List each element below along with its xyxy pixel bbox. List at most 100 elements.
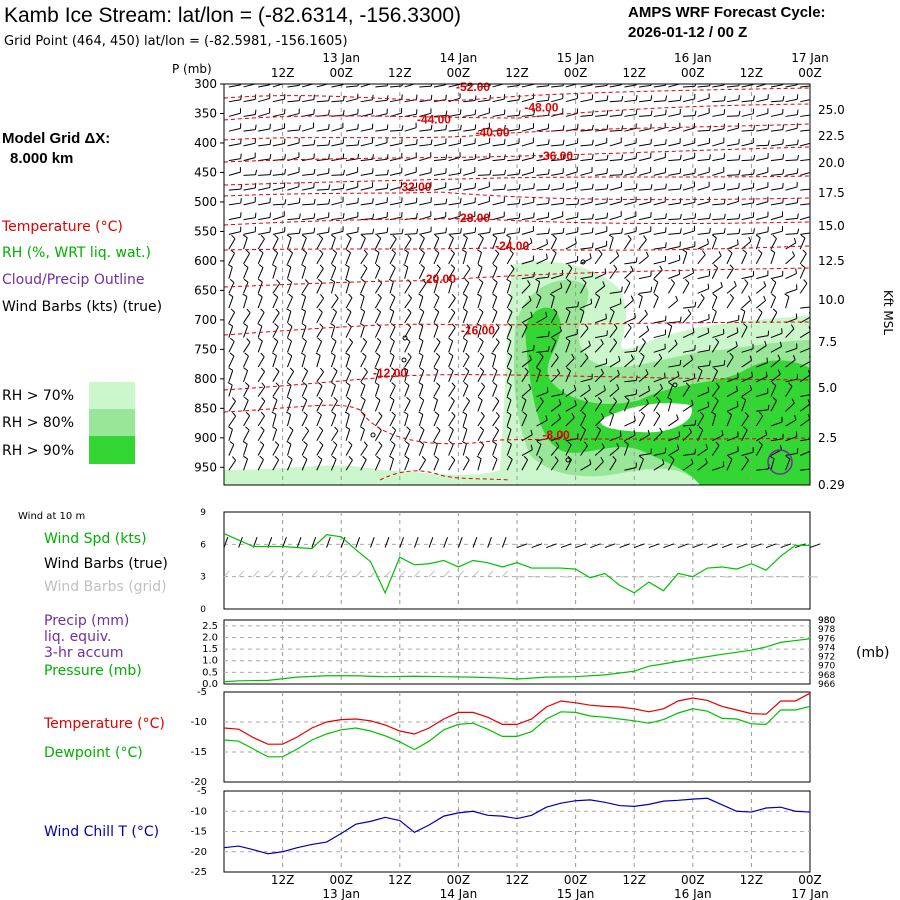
wind-barb xyxy=(551,187,564,191)
wind-barb xyxy=(668,448,679,456)
wind-barb-feather xyxy=(286,396,292,401)
wind-barb xyxy=(257,459,264,471)
pressure-tick: 500 xyxy=(194,195,217,209)
wind-barb xyxy=(624,142,637,147)
wind-barb-feather xyxy=(273,337,279,342)
wind-barb-feather xyxy=(331,264,337,268)
wind-barb-feather xyxy=(434,293,440,298)
wind-barb-feather xyxy=(589,253,592,259)
wind-barb xyxy=(243,385,250,397)
wind-barb-feather xyxy=(313,199,316,205)
wind-barb xyxy=(287,311,292,323)
wind-barb xyxy=(536,444,542,456)
wind-barb-feather xyxy=(624,396,630,401)
wind-barb-feather xyxy=(374,381,380,386)
wind-barb xyxy=(638,313,648,324)
wind-barb xyxy=(360,311,366,323)
wind-barb xyxy=(785,347,798,353)
wind-barb-feather xyxy=(287,337,292,342)
wind-barb-feather xyxy=(288,293,293,298)
wind-barb xyxy=(433,142,446,147)
wind-barb xyxy=(638,216,651,221)
wind-barb xyxy=(404,252,409,265)
wind-barb-feather xyxy=(635,109,638,115)
wind-barb xyxy=(507,188,520,191)
wind-barb xyxy=(331,188,344,191)
wind-barb-feather xyxy=(418,293,424,298)
wind-barb-feather xyxy=(658,353,663,359)
wind-barb xyxy=(756,362,768,368)
wind-barb xyxy=(653,269,663,279)
wind-barb-feather xyxy=(360,396,366,401)
surface-barb-true xyxy=(443,537,448,548)
wind-barb-feather xyxy=(230,308,235,313)
legend-wind-barbs: Wind Barbs (kts) (true) xyxy=(2,299,162,315)
wind-barb-feather xyxy=(545,253,548,259)
wind-barb xyxy=(594,245,607,250)
wind-barb xyxy=(580,445,588,456)
wind-barb xyxy=(404,187,417,191)
wind-barb xyxy=(755,444,763,456)
wind-barb xyxy=(360,253,368,265)
wind-barb xyxy=(770,202,783,206)
wind-barb-feather xyxy=(621,154,624,160)
wind-barb xyxy=(580,415,587,427)
wind-barb-feather xyxy=(229,278,235,283)
wind-barb-feather xyxy=(462,308,468,312)
wind-barb-feather xyxy=(303,367,308,372)
wind-barb xyxy=(506,237,511,250)
wind-barb xyxy=(785,98,798,103)
wind-barb xyxy=(682,378,695,383)
wind-barb xyxy=(462,327,471,338)
wind-barb-feather xyxy=(363,367,368,373)
wind-barb-feather xyxy=(287,323,293,327)
wind-barb-feather xyxy=(518,84,520,86)
wind-barb xyxy=(272,414,277,427)
wind-barb-feather xyxy=(656,397,661,402)
wind-barb-feather xyxy=(362,352,367,357)
wind-barb xyxy=(243,443,248,456)
wind-barb xyxy=(668,300,678,309)
wind-barb xyxy=(580,171,593,176)
wind-barb-feather xyxy=(506,411,512,416)
wind-barb-feather xyxy=(229,352,235,357)
wind-barb-feather xyxy=(718,251,722,256)
wind-barb-feather xyxy=(675,295,679,301)
wind-barb-feather xyxy=(812,434,813,439)
wind-barb-feather xyxy=(595,293,600,298)
pressure-tick: 400 xyxy=(194,136,217,150)
wind-barb-feather xyxy=(600,413,605,418)
wind-barb xyxy=(595,129,608,132)
wind-barb-feather xyxy=(303,411,308,416)
wind-barb-feather xyxy=(685,382,690,387)
wind-barb-feather xyxy=(650,138,652,144)
wind-barb xyxy=(477,127,490,132)
wind-barb-feather xyxy=(271,352,277,357)
wind-barb xyxy=(228,99,241,103)
surface-barb-true xyxy=(780,543,792,549)
wind-barb xyxy=(653,100,666,103)
wind-barb xyxy=(316,188,329,191)
wind-barb-feather xyxy=(566,367,571,372)
wind-barb xyxy=(257,325,263,338)
wind-barb-feather xyxy=(298,228,301,234)
pressure-tick: 450 xyxy=(194,165,217,179)
wind-barb xyxy=(653,348,666,353)
wind-barb xyxy=(448,370,454,382)
wind-barb xyxy=(404,400,411,412)
surface-barb-grid xyxy=(252,570,260,578)
wind-barb xyxy=(595,99,608,103)
wind-barb-feather xyxy=(665,109,667,115)
wind-barb xyxy=(594,343,604,353)
wind-barb xyxy=(463,158,476,162)
wind-barb-feather xyxy=(653,278,659,283)
wind-barb xyxy=(697,462,708,471)
wind-barb xyxy=(258,231,271,235)
wind-barb xyxy=(331,174,344,176)
wind-barb-feather xyxy=(407,294,412,299)
wind-barb-feather xyxy=(389,455,394,460)
legend-pressure: Pressure (mb) xyxy=(44,663,142,679)
wind-barb-feather xyxy=(313,213,316,219)
wind-barb-feather xyxy=(723,213,726,219)
wind-barb-feather xyxy=(547,139,550,145)
